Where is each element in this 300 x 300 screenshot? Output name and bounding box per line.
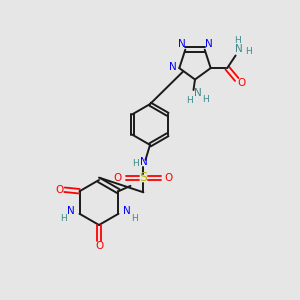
Text: H: H xyxy=(132,159,139,168)
Text: N: N xyxy=(194,88,201,98)
Text: N: N xyxy=(123,206,131,216)
Text: H: H xyxy=(202,94,209,103)
Text: O: O xyxy=(114,173,122,183)
Text: H: H xyxy=(186,96,192,105)
Text: O: O xyxy=(55,185,63,195)
Text: N: N xyxy=(140,157,147,167)
Text: O: O xyxy=(95,241,103,251)
Text: H: H xyxy=(132,214,138,223)
Text: S: S xyxy=(140,171,147,184)
Text: H: H xyxy=(60,214,66,223)
Text: H: H xyxy=(245,47,252,56)
Text: N: N xyxy=(67,206,75,216)
Text: O: O xyxy=(237,78,245,88)
Text: N: N xyxy=(169,62,177,73)
Text: N: N xyxy=(235,44,243,54)
Text: N: N xyxy=(205,39,213,49)
Text: H: H xyxy=(235,36,242,45)
Text: N: N xyxy=(178,39,186,49)
Text: O: O xyxy=(165,173,173,183)
